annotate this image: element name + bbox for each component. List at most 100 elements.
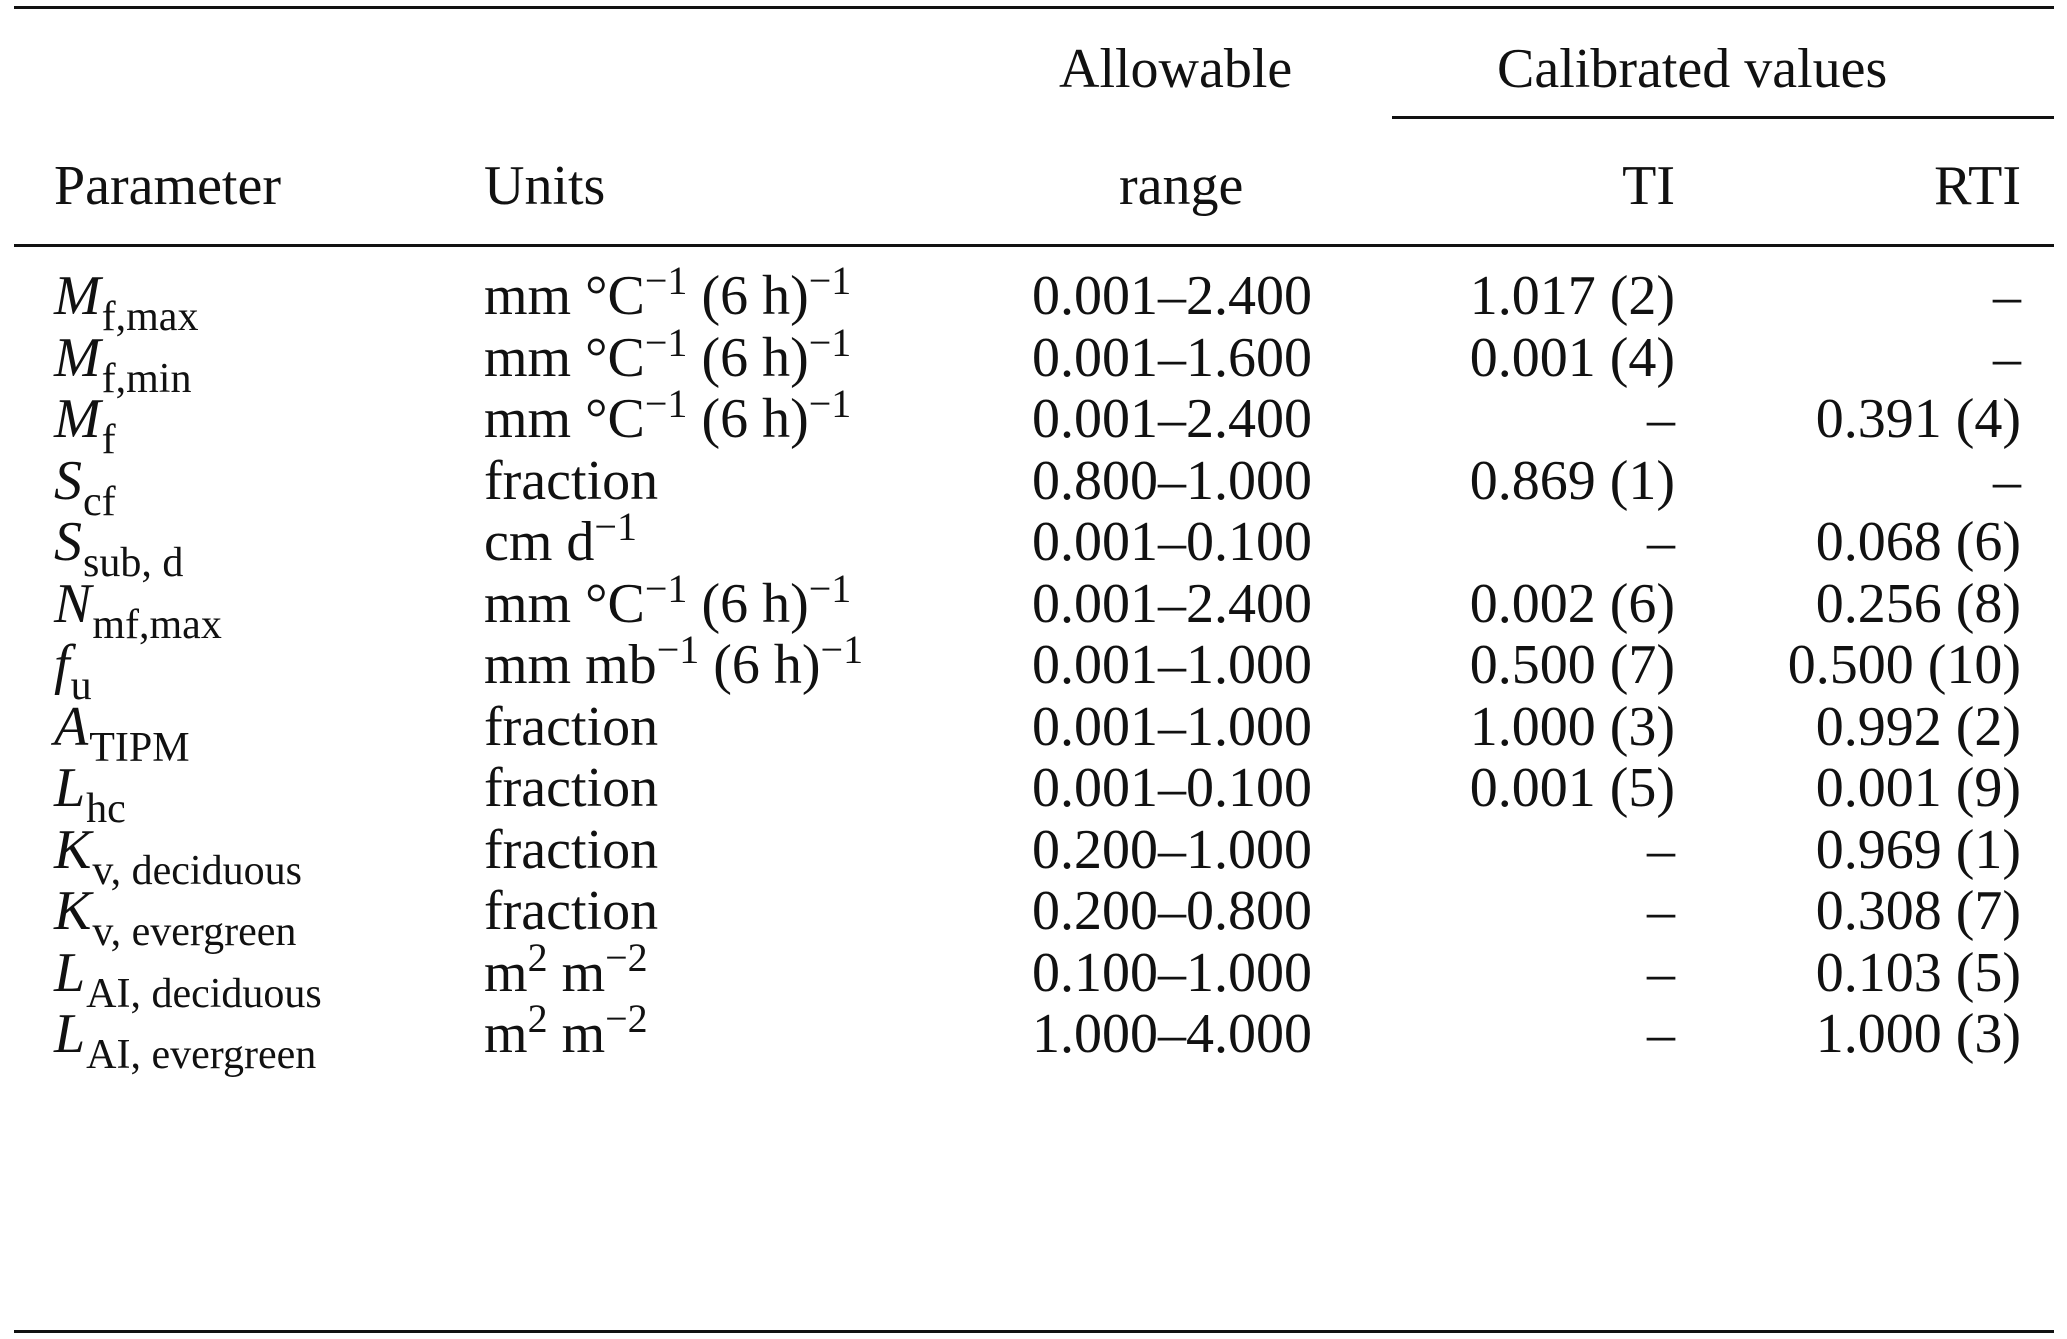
ti-value-cell: 0.002 (6) xyxy=(1469,572,1675,635)
range-cell: 0.001–2.400 xyxy=(1032,388,1312,450)
ti-value-cell: 0.869 (1) xyxy=(1469,449,1675,512)
header-range: range xyxy=(1119,155,1244,217)
units-cell: mm °C−1 (6 h)−1 xyxy=(484,384,851,450)
range-cell: 0.001–2.400 xyxy=(1032,572,1312,635)
unit-superscript: −1 xyxy=(656,627,700,672)
parameter-symbol: K xyxy=(54,818,92,881)
table-row: Lhc fraction 0.001–0.100 0.001 (5) 0.001 (9) xyxy=(14,760,2054,836)
table-row: Scf fraction 0.800–1.000 0.869 (1) – xyxy=(14,453,2054,529)
rti-value-cell: 0.001 (9) xyxy=(1815,757,2021,819)
rti-value-cell: 0.992 (2) xyxy=(1815,695,2021,758)
parameter-cell: Scf xyxy=(54,449,116,523)
ti-value-cell: 1.017 (2) xyxy=(1469,265,1675,327)
rti-value-cell: 0.308 (7) xyxy=(1815,880,2021,942)
parameter-symbol: M xyxy=(54,388,101,450)
table-row: Mf,min mm °C−1 (6 h)−1 0.001–1.600 0.001 (4… xyxy=(14,322,2054,406)
parameter-cell: Nmf,max xyxy=(54,572,222,646)
parameter-subscript: sub, d xyxy=(83,540,184,586)
header-allowable: Allowable xyxy=(1059,38,1293,100)
table-row: Mf mm °C−1 (6 h)−1 0.001–2.400–0.391 (4) xyxy=(14,384,2054,467)
unit-tail-superscript: −1 xyxy=(808,381,852,426)
parameter-cell: Kv, evergreen xyxy=(54,880,296,953)
parameter-cell: ATIPM xyxy=(54,695,190,769)
parameter-subscript: AI, evergreen xyxy=(86,1032,317,1078)
parameter-symbol: A xyxy=(54,695,89,758)
table-row: LAI, evergreen m2 m−2 1.000–4.000–1.000 (3… xyxy=(14,999,2054,1082)
top-rule xyxy=(14,6,2054,9)
unit-main: m xyxy=(484,941,528,1004)
header-calibrated-values: Calibrated values xyxy=(1497,38,1888,100)
units-cell: m2 m−2 xyxy=(484,937,648,1004)
parameter-cell: Mf xyxy=(54,388,116,461)
ti-value-cell: – xyxy=(1647,511,1675,573)
parameter-subscript: f xyxy=(101,417,116,463)
units-cell: fraction xyxy=(484,883,658,939)
parameter-symbol: L xyxy=(54,941,86,1004)
unit-superscript: −1 xyxy=(644,319,688,365)
parameter-symbol: M xyxy=(54,265,101,327)
ti-value-cell: 0.500 (7) xyxy=(1469,634,1675,696)
parameter-symbol: f xyxy=(54,634,70,696)
calibrated-span-rule xyxy=(1392,116,2054,119)
rti-value-cell: 0.103 (5) xyxy=(1815,941,2021,1004)
rti-value-cell: 1.000 (3) xyxy=(1815,1003,2021,1065)
rti-value-cell: 0.500 (10) xyxy=(1787,634,2021,696)
unit-superscript: 2 xyxy=(527,996,548,1041)
unit-tail: (6 h) xyxy=(687,326,809,389)
parameter-subscript: f,min xyxy=(101,355,192,402)
unit-tail: (6 h) xyxy=(687,265,809,327)
units-cell: fraction xyxy=(484,822,658,878)
rti-value-cell: – xyxy=(1993,326,2021,389)
parameter-cell: LAI, deciduous xyxy=(54,941,322,1015)
units-cell: mm °C−1 (6 h)−1 xyxy=(484,322,851,389)
rti-value-cell: 0.256 (8) xyxy=(1815,572,2021,635)
parameter-symbol: S xyxy=(54,511,82,573)
unit-main: mm °C xyxy=(484,326,645,389)
unit-main: fraction xyxy=(484,880,659,942)
bottom-rule xyxy=(14,1330,2054,1333)
parameter-subscript: TIPM xyxy=(89,724,190,771)
parameter-subscript: hc xyxy=(86,786,126,832)
unit-main: mm °C xyxy=(484,388,645,450)
range-cell: 0.100–1.000 xyxy=(1032,941,1312,1004)
header-units: Units xyxy=(484,155,606,217)
unit-superscript: −1 xyxy=(644,258,688,303)
unit-superscript: −1 xyxy=(594,504,637,549)
parameter-subscript: mf,max xyxy=(92,601,222,648)
parameter-cell: Kv, deciduous xyxy=(54,818,302,892)
ti-value-cell: 1.000 (3) xyxy=(1469,695,1675,758)
units-cell: m2 m−2 xyxy=(484,999,648,1063)
parameter-cell: Mf,min xyxy=(54,326,191,400)
units-cell: mm °C−1 (6 h)−1 xyxy=(484,568,851,635)
ti-value-cell: – xyxy=(1647,941,1675,1004)
parameter-cell: Lhc xyxy=(54,757,126,830)
unit-main: fraction xyxy=(484,449,659,512)
range-cell: 1.000–4.000 xyxy=(1032,1003,1312,1065)
table-row: Mf,max mm °C−1 (6 h)−1 0.001–2.400 1.017 (2… xyxy=(14,261,2054,344)
header-rti: RTI xyxy=(1934,155,2021,217)
range-cell: 0.001–0.100 xyxy=(1032,757,1312,819)
parameter-symbol: L xyxy=(54,757,86,819)
parameter-symbol: N xyxy=(54,572,92,635)
ti-value-cell: 0.001 (5) xyxy=(1469,757,1675,819)
parameter-cell: fu xyxy=(54,634,92,707)
ti-value-cell: – xyxy=(1647,818,1675,881)
unit-main: mm °C xyxy=(484,572,645,635)
parameter-symbol: K xyxy=(54,880,92,942)
parameter-subscript: cf xyxy=(83,478,116,525)
unit-tail-superscript: −2 xyxy=(605,996,648,1041)
rti-value-cell: – xyxy=(1993,449,2021,512)
range-cell: 0.001–1.000 xyxy=(1032,695,1312,758)
parameter-subscript: u xyxy=(70,663,92,709)
parameter-symbol: M xyxy=(54,326,101,389)
parameter-subscript: v, evergreen xyxy=(92,909,297,955)
range-cell: 0.001–1.000 xyxy=(1032,634,1312,696)
header-parameter: Parameter xyxy=(54,155,281,217)
table-row: Kv, evergreen fraction 0.200–0.800 – 0.308 (… xyxy=(14,883,2054,959)
unit-tail-superscript: −1 xyxy=(808,258,852,303)
parameter-symbol: S xyxy=(54,449,82,512)
ti-value-cell: 0.001 (4) xyxy=(1469,326,1675,389)
range-cell: 0.001–2.400 xyxy=(1032,265,1312,327)
units-cell: mm °C−1 (6 h)−1 xyxy=(484,261,851,327)
parameter-symbol: L xyxy=(54,1003,86,1065)
